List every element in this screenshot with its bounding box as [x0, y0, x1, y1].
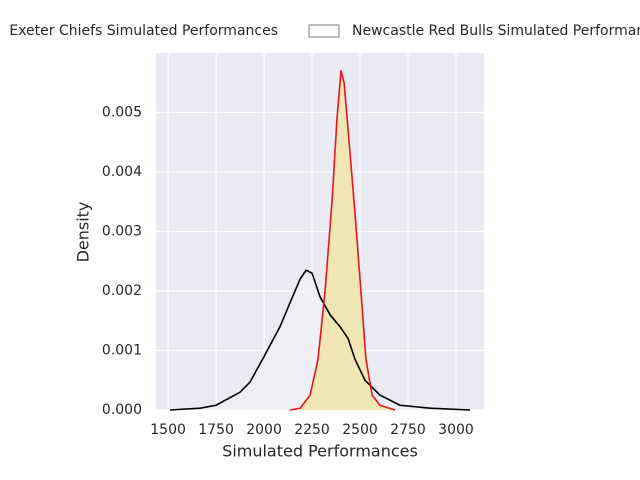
x-tick-label: 2250	[294, 422, 330, 438]
y-tick-label: 0.000	[102, 402, 142, 418]
y-tick-label: 0.003	[102, 224, 142, 240]
density-area	[289, 70, 395, 410]
density-line	[289, 70, 396, 411]
x-tick-label: 1750	[198, 422, 234, 438]
legend-swatch	[308, 24, 340, 38]
y-tick-label: 0.005	[102, 105, 142, 121]
x-tick-label: 2750	[390, 422, 426, 438]
y-tick-label: 0.004	[102, 164, 142, 180]
legend: Exeter Chiefs Simulated Performances Newc…	[9, 23, 640, 39]
legend-label: Newcastle Red Bulls Simulated Performanc…	[352, 23, 640, 39]
x-tick-label: 3000	[438, 422, 474, 438]
x-tick-label: 2000	[246, 422, 282, 438]
plot	[169, 70, 471, 411]
y-tick-label: 0.001	[102, 343, 142, 359]
y-axis-label: Density	[74, 202, 93, 263]
x-tick-label: 2500	[342, 422, 378, 438]
density-line	[169, 269, 471, 411]
y-tick-label: 0.002	[102, 283, 142, 299]
x-tick-label: 1500	[150, 422, 186, 438]
legend-label: Exeter Chiefs Simulated Performances	[9, 23, 278, 39]
x-axis-label: Simulated Performances	[222, 442, 418, 461]
